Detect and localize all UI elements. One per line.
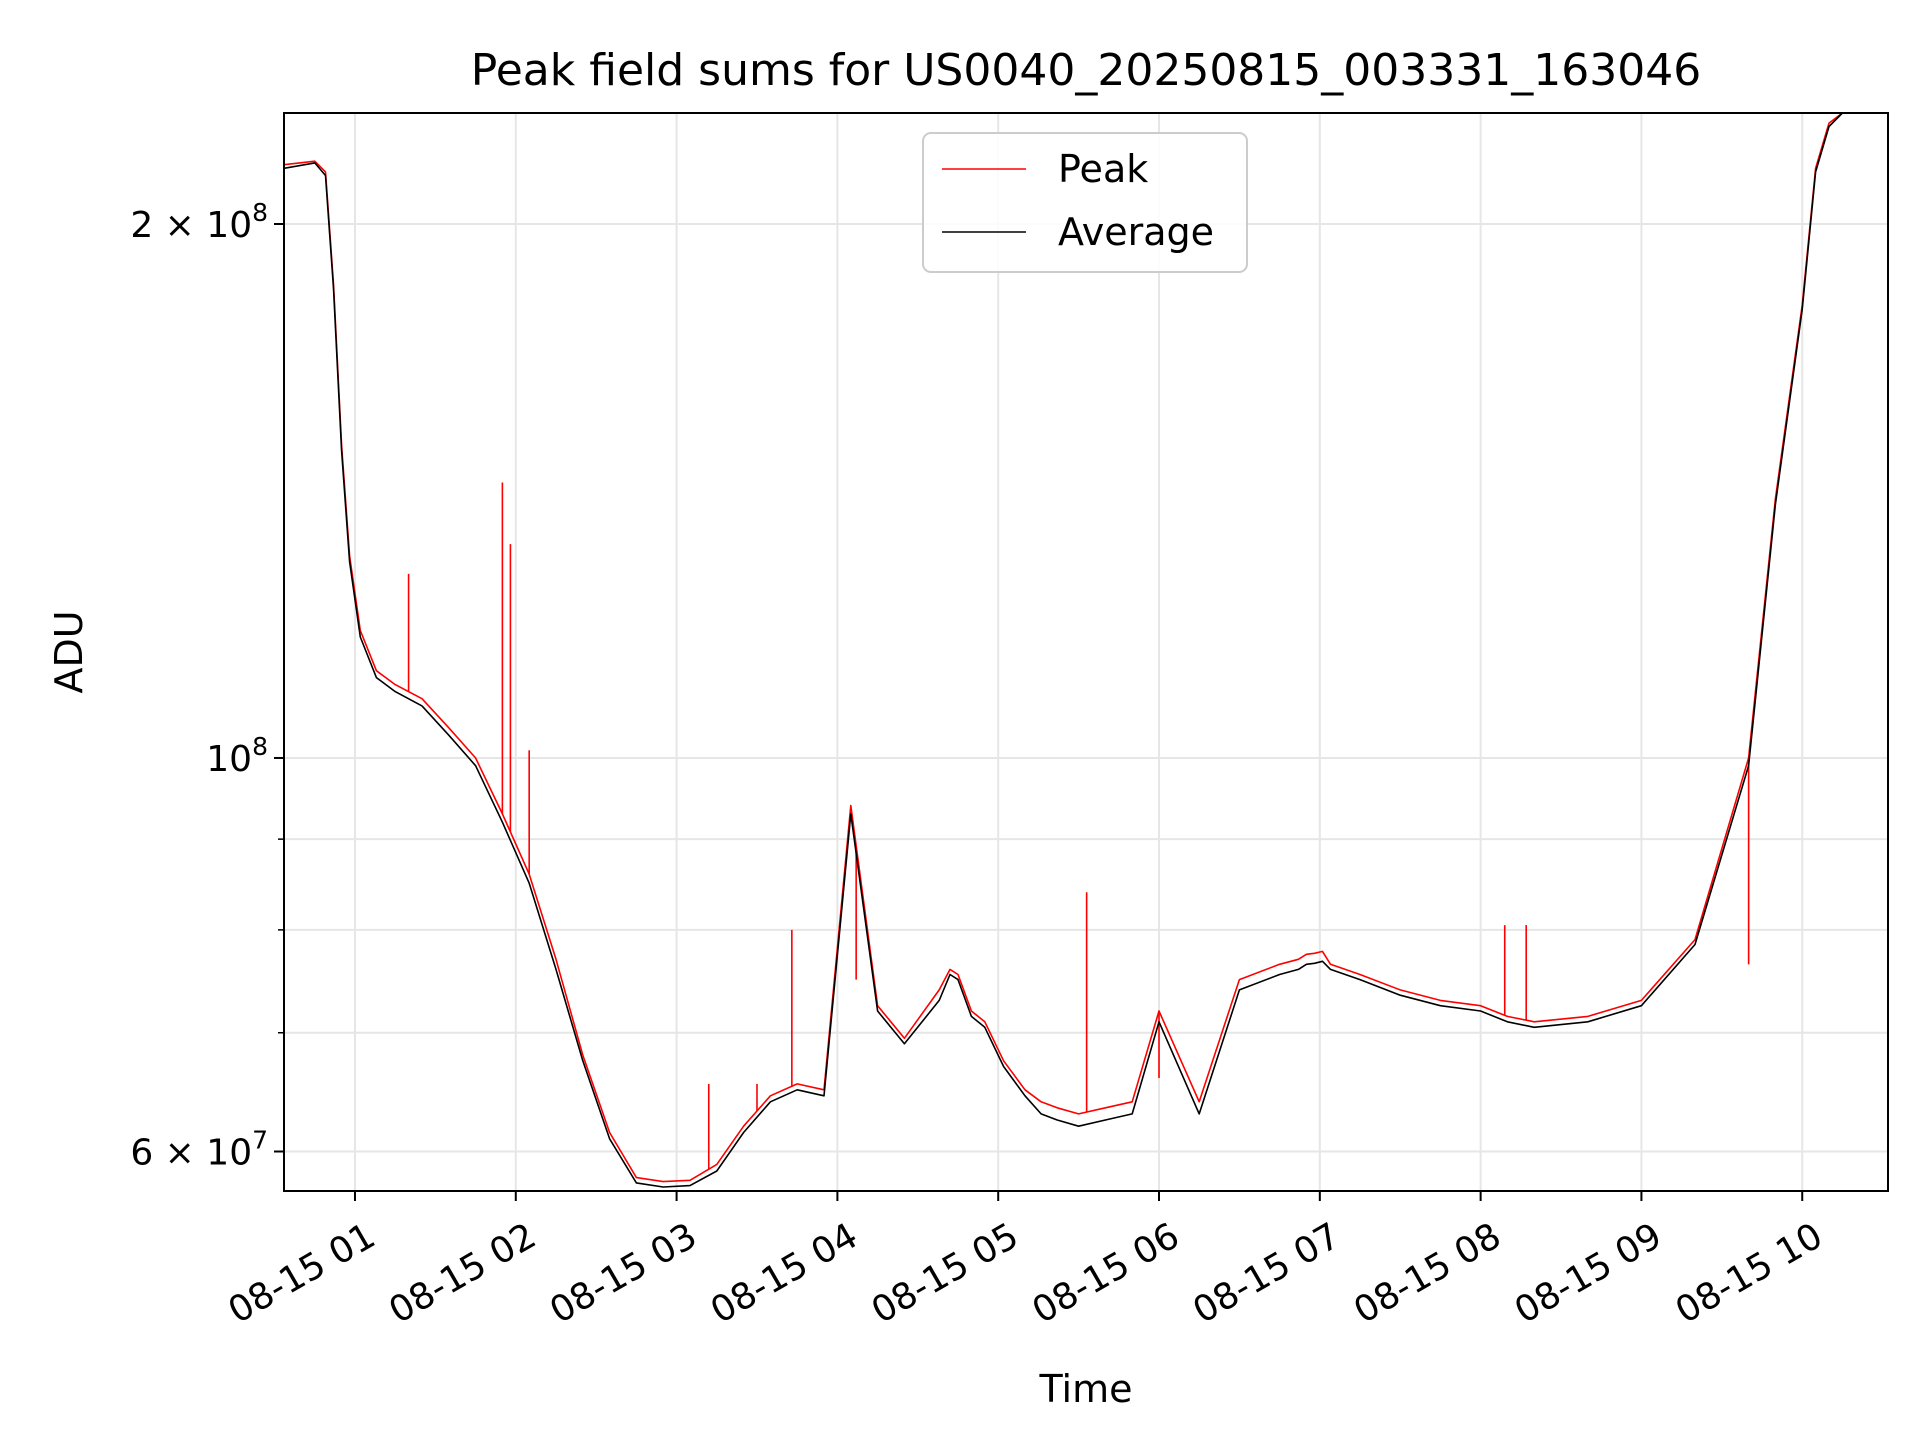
series-line-peak: [284, 113, 1888, 1183]
plot-frame: [283, 112, 1889, 1192]
y-tick-label: 2 × 108: [130, 198, 268, 246]
legend-label-peak: Peak: [1058, 147, 1148, 191]
x-axis-label: Time: [1039, 1367, 1133, 1411]
legend: Peak Average: [922, 132, 1248, 273]
y-axis-label: ADU: [47, 610, 91, 693]
series-layer: [284, 113, 1888, 1188]
chart-title: Peak field sums for US0040_20250815_0033…: [471, 45, 1701, 96]
legend-label-average: Average: [1058, 210, 1214, 254]
series-line-average: [284, 113, 1888, 1188]
legend-box: [922, 132, 1248, 273]
y-tick-label: 6 × 107: [130, 1125, 268, 1173]
y-tick-label: 108: [206, 732, 268, 780]
y-axis-ticks: 6 × 107 108 2 × 108: [130, 198, 284, 1173]
